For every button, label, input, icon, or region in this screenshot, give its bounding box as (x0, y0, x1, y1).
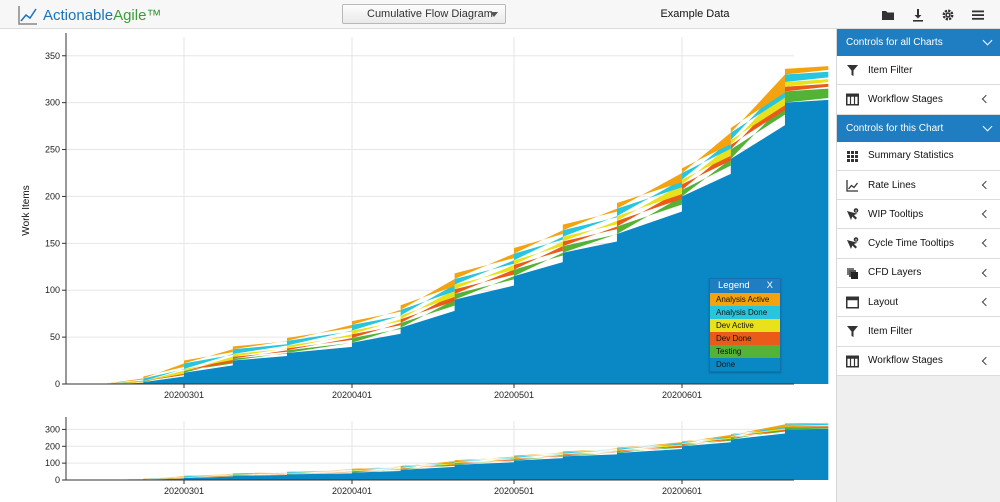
y-tick-label: 0 (55, 475, 60, 485)
grid-icon (847, 150, 858, 162)
chevron-left-icon (981, 356, 991, 365)
trend-icon (846, 179, 859, 192)
logo-chart-icon (18, 6, 37, 25)
chevron-down-icon (982, 121, 993, 132)
download-icon[interactable] (910, 7, 926, 23)
y-tick-label: 250 (45, 145, 60, 155)
folder-icon[interactable] (880, 7, 896, 23)
sidebar-item-label: Layout (868, 296, 899, 308)
sidebar-item-label: Item Filter (868, 326, 913, 338)
layers-icon (847, 267, 858, 279)
menu-icon[interactable] (970, 7, 986, 23)
gear-icon[interactable] (940, 7, 956, 23)
y-tick-label: 150 (45, 238, 60, 248)
x-tick-label: 20200301 (164, 390, 204, 400)
chevron-left-icon (981, 297, 991, 307)
section-header-all-charts[interactable]: Controls for all Charts (837, 29, 1000, 56)
sidebar-item-label: Workflow Stages (868, 93, 943, 105)
legend-item-dev-done[interactable]: Dev Done (710, 332, 780, 345)
y-tick-label: 100 (45, 285, 60, 295)
sidebar-item-summary-statistics[interactable]: Summary Statistics (837, 141, 1000, 171)
logo-actionable: Actionable (43, 6, 114, 24)
window-icon (846, 296, 859, 309)
section-header-this-chart[interactable]: Controls for this Chart (837, 114, 1000, 142)
x-tick-label: 20200301 (164, 486, 204, 496)
cfd-layer-done[interactable] (66, 428, 829, 480)
chevron-left-icon (981, 209, 991, 219)
sidebar-item-label: WIP Tooltips (868, 208, 924, 220)
legend-item-dev-active[interactable]: Dev Active (710, 319, 780, 332)
chart-area: 0 50 100 150 200 250 300 350 20200301 20200401 202… (0, 29, 836, 502)
chart-type-select[interactable]: Cumulative Flow Diagram (342, 4, 506, 24)
x-tick-label: 20200401 (332, 486, 372, 496)
sidebar-item-item-filter-chart[interactable]: Item Filter (837, 317, 1000, 347)
chevron-left-icon (981, 180, 991, 190)
sidebar-item-label: Rate Lines (868, 179, 916, 191)
cumulative-flow-diagram[interactable]: 0 50 100 150 200 250 300 350 20200301 20200401 202… (0, 29, 836, 502)
filter-icon (847, 65, 858, 76)
logo-agile: Agile™ (113, 6, 162, 24)
legend-item-analysis-active[interactable]: Analysis Active (710, 293, 780, 306)
chevron-left-icon (981, 95, 991, 104)
chevron-left-icon (981, 268, 991, 278)
pointer-info-icon (847, 208, 859, 221)
y-tick-label: 300 (45, 424, 60, 434)
sidebar-item-label: Cycle Time Tooltips (868, 238, 954, 250)
columns-icon (846, 93, 859, 106)
sidebar-item-rate-lines[interactable]: Rate Lines (837, 170, 1000, 201)
logo-text: ActionableAgile™ (43, 7, 161, 24)
sidebar-item-workflow-stages[interactable]: Workflow Stages (837, 85, 1000, 115)
y-tick-label: 300 (45, 98, 60, 108)
x-tick-label: 20200601 (662, 390, 702, 400)
legend-title: Legend (718, 280, 750, 291)
legend[interactable]: Legend X Analysis Active Analysis Done Dev… (709, 278, 781, 372)
sidebar-item-label: Item Filter (868, 64, 913, 76)
legend-header: Legend X (710, 279, 780, 293)
sidebar-item-cfd-layers[interactable]: CFD Layers (837, 258, 1000, 289)
chevron-down-icon (982, 35, 993, 46)
app-logo[interactable]: ActionableAgile™ (18, 5, 161, 25)
y-tick-label: 200 (45, 441, 60, 451)
y-tick-label: 100 (45, 458, 60, 468)
x-tick-label: 20200401 (332, 390, 372, 400)
chevron-down-icon (490, 12, 498, 17)
chevron-left-icon (981, 239, 991, 248)
controls-sidebar: Controls for all Charts Item Filter Work… (836, 29, 1000, 502)
sidebar-item-workflow-stages-chart[interactable]: Workflow Stages (837, 346, 1000, 376)
x-tick-label: 20200501 (494, 486, 534, 496)
legend-item-testing[interactable]: Testing (710, 345, 780, 358)
legend-close-button[interactable]: X (766, 280, 773, 291)
cfd-layer-done[interactable] (66, 97, 829, 384)
columns-icon (846, 355, 859, 368)
chart-type-select-value: Cumulative Flow Diagram (367, 8, 493, 20)
sidebar-item-layout[interactable]: Layout (837, 288, 1000, 318)
y-axis-label: Work Items (21, 185, 32, 235)
section-title: Controls for this Chart (846, 122, 944, 134)
y-tick-label: 350 (45, 51, 60, 61)
sidebar-item-item-filter[interactable]: Item Filter (837, 56, 1000, 86)
y-tick-label: 50 (50, 332, 60, 342)
legend-item-analysis-done[interactable]: Analysis Done (710, 306, 780, 319)
x-tick-label: 20200501 (494, 390, 534, 400)
sidebar-item-label: Summary Statistics (868, 150, 954, 162)
sidebar-item-wip-tooltips[interactable]: WIP Tooltips (837, 200, 1000, 230)
x-tick-label: 20200601 (662, 486, 702, 496)
section-title: Controls for all Charts (846, 37, 943, 48)
sidebar-item-label: Workflow Stages (868, 355, 943, 367)
pointer-info-icon (847, 237, 859, 250)
sidebar-item-cycle-time-tooltips[interactable]: Cycle Time Tooltips (837, 229, 1000, 259)
y-tick-label: 0 (55, 379, 60, 389)
sidebar-item-label: CFD Layers (868, 267, 922, 279)
y-tick-label: 200 (45, 191, 60, 201)
top-toolbar: ActionableAgile™ Cumulative Flow Diagram… (0, 0, 1000, 29)
dataset-title: Example Data (660, 8, 730, 20)
legend-item-done[interactable]: Done (710, 358, 780, 371)
filter-icon (847, 326, 858, 338)
